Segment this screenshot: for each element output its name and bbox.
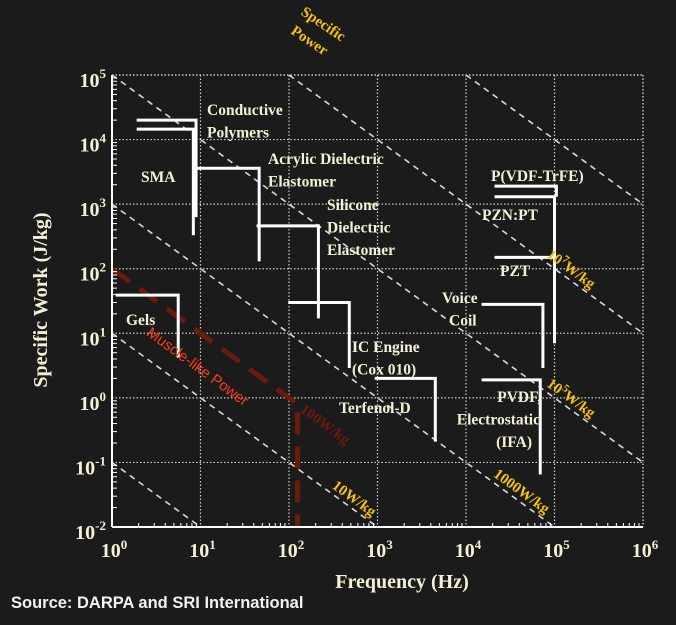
series-label: P(VDF-TrFE): [491, 168, 584, 185]
series-label: Conductive Polymers: [207, 102, 283, 142]
axes: 100 101 102 103 104 105 106 10-2 10-1 100 101 102 10…: [75, 66, 659, 562]
x-tick-label: 102: [278, 537, 305, 562]
series-acrylic-dielectric-elastomer: [196, 166, 261, 262]
y-axis-title: Specific Work (J/kg): [30, 212, 52, 387]
x-tick-label: 104: [455, 537, 482, 562]
x-tick-label: 106: [632, 537, 659, 562]
y-tick-label: 10-1: [75, 453, 106, 479]
y-tick-label: 101: [80, 324, 107, 350]
series-pvdf-electrostatic-ifa-: [481, 378, 542, 475]
series-voice-coil: [481, 302, 545, 368]
series-terfenol-d: [374, 376, 437, 442]
series-label: Silicone Dielectric Elastomer: [327, 197, 395, 259]
power-label-1000w: 1000W/kg: [490, 466, 552, 518]
series-label: Voice Coil: [442, 290, 478, 330]
muscle-like-power: [110, 266, 301, 527]
y-tick-label: 10-2: [75, 518, 106, 544]
power-line: [111, 461, 201, 528]
y-tick-label: 105: [80, 66, 107, 92]
series-label: PVDF, Electrostatic (IFA): [457, 389, 541, 451]
grid-lines: [112, 74, 644, 527]
power-line: [111, 203, 555, 528]
series-label: IC Engine (Cox 010): [352, 339, 420, 379]
series-conductive-polymers: [136, 118, 198, 218]
series-label: SMA: [141, 169, 176, 186]
series-label: Acrylic Dielectric Elastomer: [268, 151, 384, 191]
series-p-vdf-trfe-: [494, 184, 558, 197]
power-line: [465, 74, 644, 205]
muscle-like-power-line: [110, 266, 301, 527]
y-tick-label: 100: [80, 389, 107, 415]
series-ic-engine-cox-010-: [288, 300, 351, 368]
x-tick-label: 100: [101, 537, 128, 562]
power-label-10w: 10W/kg: [329, 478, 379, 521]
x-tick-label: 101: [189, 537, 216, 562]
series-gels: [115, 293, 180, 358]
series-label: Gels: [126, 312, 155, 329]
series-label: Terfenol-D: [339, 400, 411, 417]
power-line: [288, 74, 644, 334]
series-sma: [136, 127, 195, 236]
y-tick-label: 104: [80, 131, 107, 157]
x-tick-label: 105: [543, 537, 570, 562]
x-tick-label: 103: [366, 537, 393, 562]
source-caption: Source: DARPA and SRI International: [11, 594, 304, 612]
y-tick-label: 102: [80, 260, 107, 286]
power-lines: [111, 74, 644, 528]
actuator-series: [115, 118, 558, 475]
muscle-like-power-label: Muscle-like Power: [143, 324, 251, 409]
series-label: PZT: [500, 263, 531, 280]
series-label: PZN:PT: [482, 207, 539, 224]
labels: 10W/kg 1000W/kg105W/kg107W/kg100W/kgSpeci…: [126, 4, 598, 521]
x-axis-title: Frequency (Hz): [335, 571, 469, 593]
series-silicone-dielectric-elastomer: [256, 224, 320, 319]
series-pzn-pt: [494, 195, 556, 344]
y-tick-label: 103: [80, 195, 107, 221]
